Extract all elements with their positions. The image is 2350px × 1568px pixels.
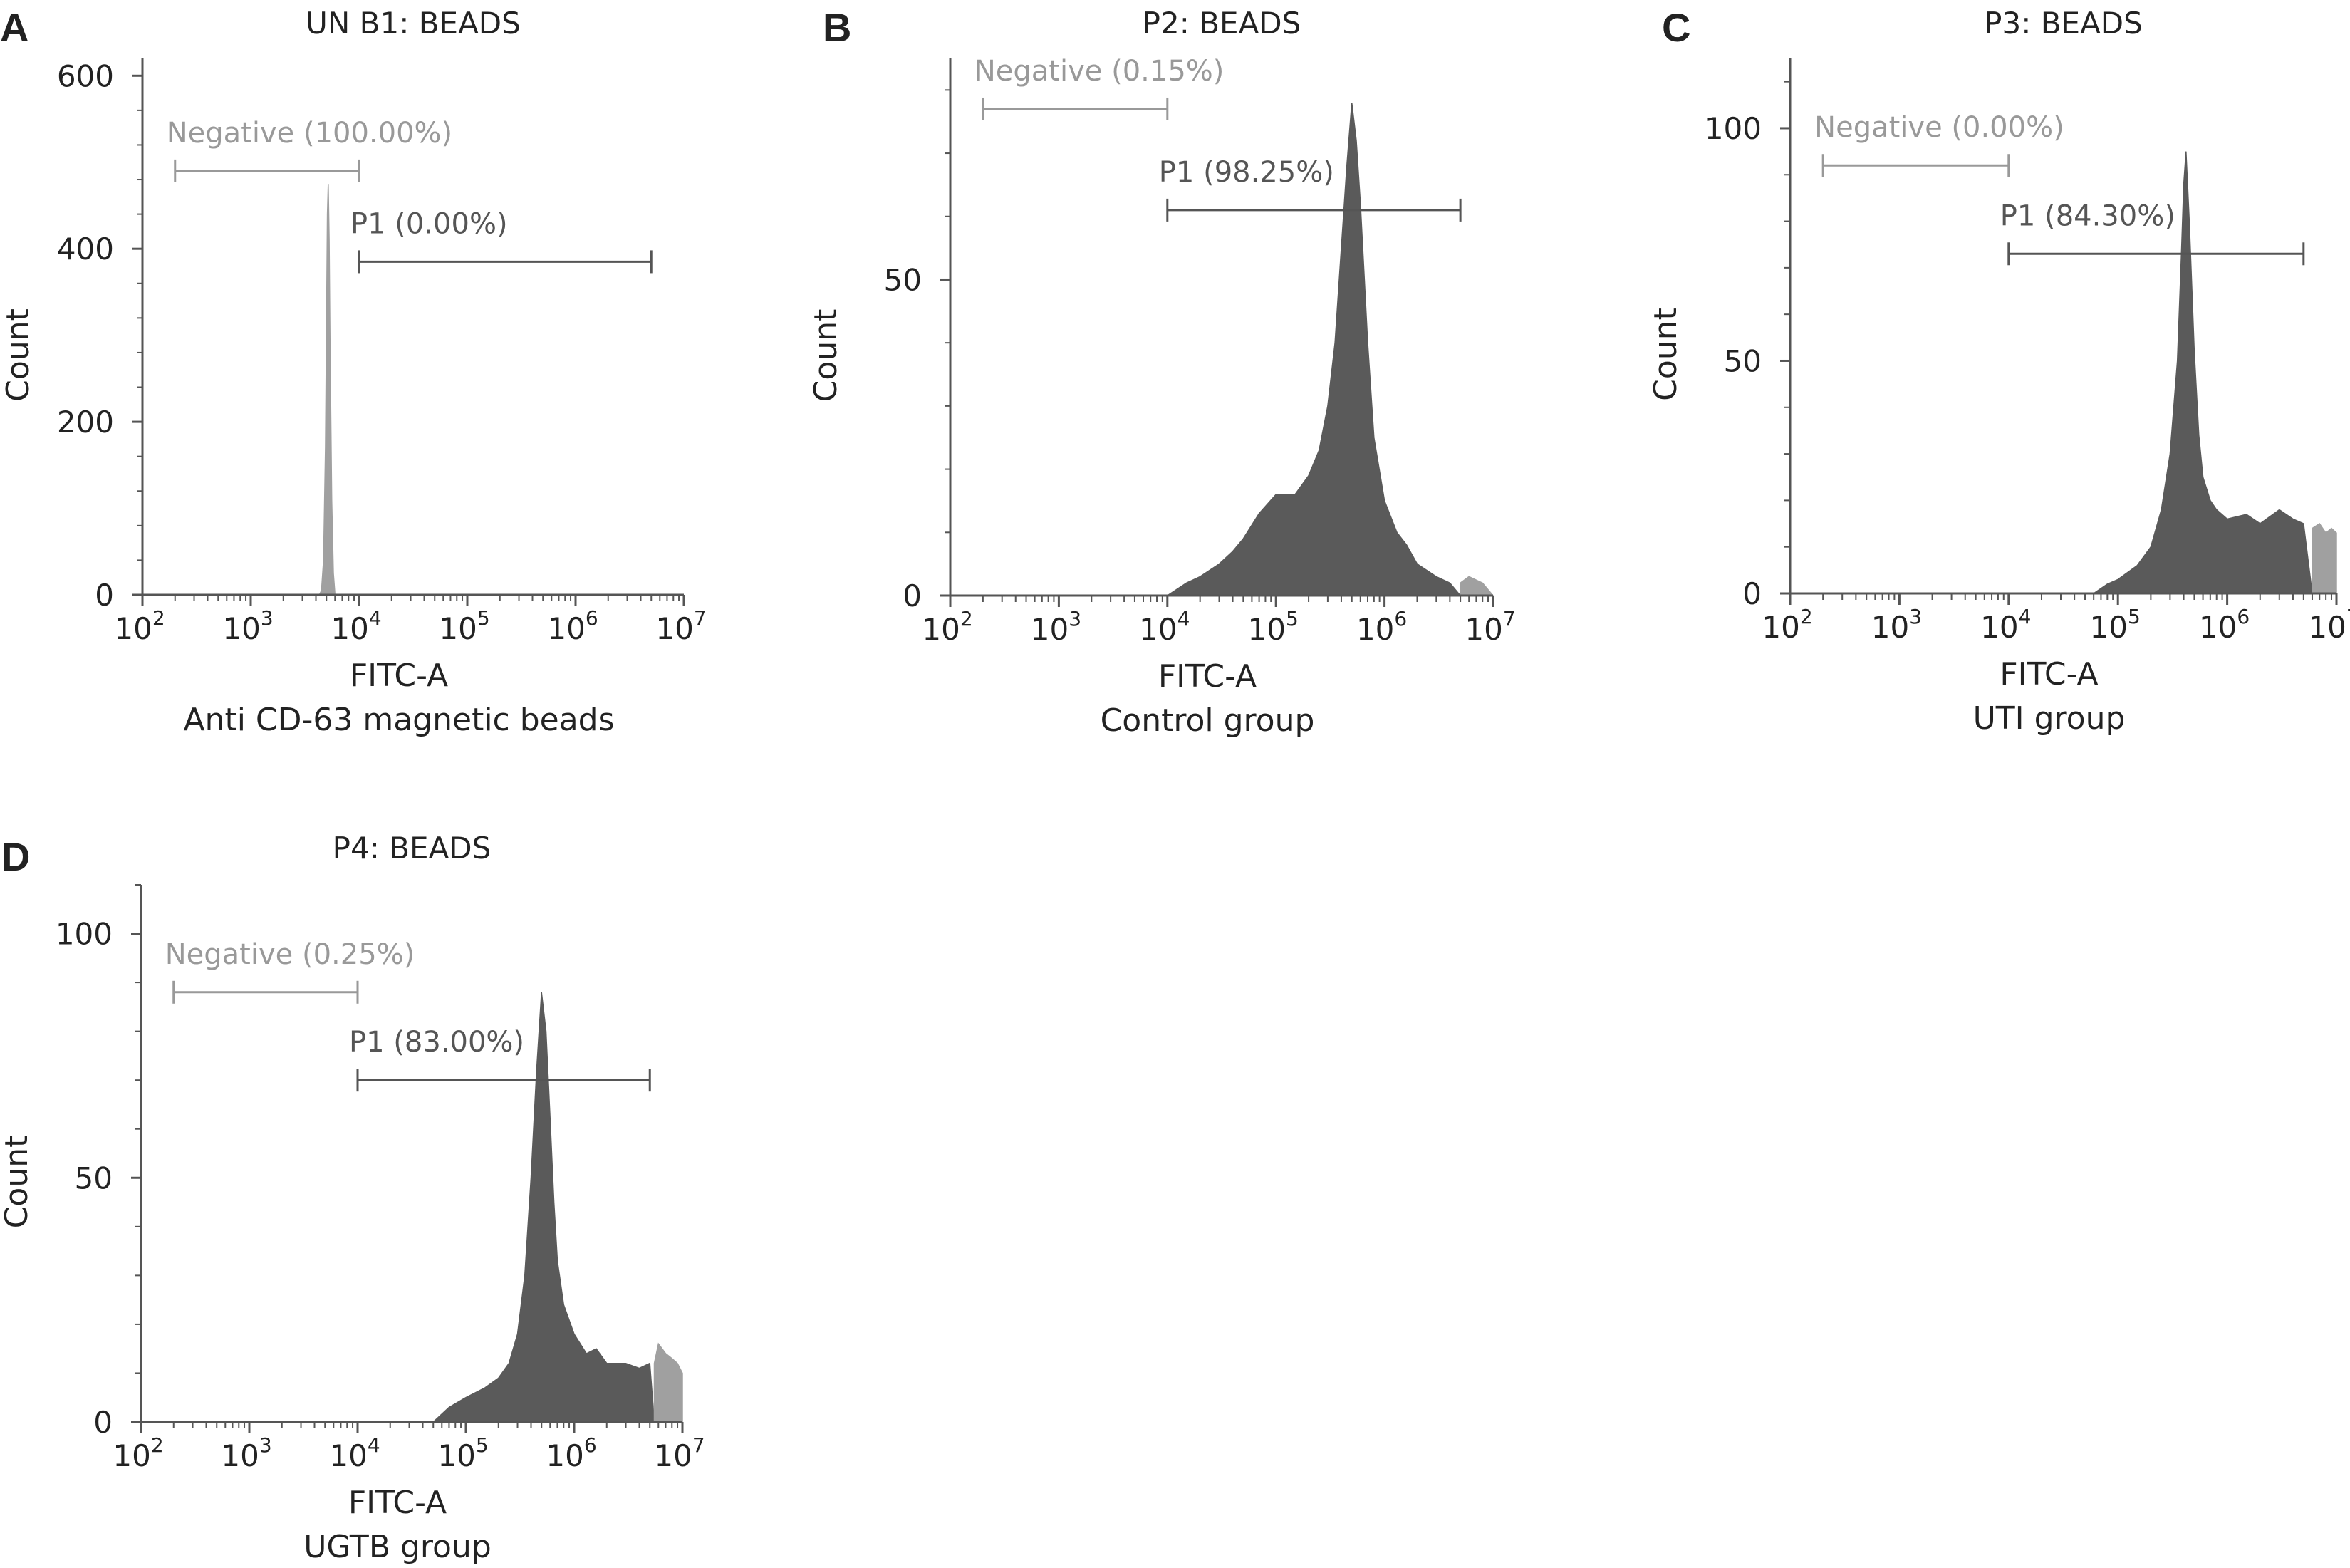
y-tick-label: 0: [903, 578, 922, 613]
gate-negative: Negative (0.00%): [1814, 111, 2064, 177]
gate-p1: P1 (83.00%): [349, 1026, 651, 1092]
histogram-series-0: [2091, 151, 2313, 594]
panel-letter: B: [823, 5, 851, 50]
y-tick-label: 600: [57, 58, 114, 93]
x-tick-label: 105: [437, 1433, 488, 1473]
histogram-series-0: [432, 992, 655, 1423]
x-tick-label: 107: [1465, 607, 1515, 647]
chart-title: P2: BEADS: [1143, 6, 1301, 41]
chart-title: P3: BEADS: [1984, 6, 2143, 41]
gate-p1: P1 (98.25%): [1159, 156, 1462, 222]
panel-letter: C: [1662, 5, 1690, 50]
histogram-series-1: [653, 1342, 683, 1423]
y-tick-label: 100: [1705, 111, 1762, 146]
gate-negative: Negative (100.00%): [167, 117, 452, 182]
gate-p1: P1 (0.00%): [350, 207, 653, 274]
x-axis-label: FITC-A: [348, 1485, 447, 1521]
x-axis-sublabel: UTI group: [1973, 700, 2126, 737]
chart-title: UN B1: BEADS: [306, 6, 521, 41]
panel-b: B P2: BEADS 0 50 102 103 104 105 106 107 Negative …: [808, 5, 1516, 739]
gate-label: P1 (84.30%): [2000, 199, 2175, 232]
y-axis-label: Count: [0, 1136, 35, 1229]
panel-a: A UN B1: BEADS 0 200 400 600 102 103 104 105 106 10…: [0, 5, 707, 738]
y-axis-label: Count: [0, 308, 36, 402]
x-axis-label: FITC-A: [1158, 658, 1257, 695]
histogram-series: [1165, 103, 1494, 596]
x-tick-label: 103: [222, 606, 273, 646]
x-tick-label: 103: [1871, 605, 1922, 645]
y-tick-label: 0: [1742, 576, 1762, 611]
y-axis-label: Count: [1648, 308, 1684, 401]
gate-negative: Negative (0.25%): [165, 938, 415, 1004]
gate-label: P1 (98.25%): [1159, 156, 1334, 189]
gate-label: Negative (100.00%): [167, 117, 452, 150]
x-tick-label: 105: [439, 606, 489, 646]
gate-label: Negative (0.25%): [165, 938, 415, 971]
x-tick-label: 102: [113, 1433, 163, 1473]
histogram-series: [318, 184, 336, 596]
panel-letter: D: [1, 834, 30, 879]
gate-label: P1 (83.00%): [349, 1026, 524, 1059]
x-axis-sublabel: Anti CD-63 magnetic beads: [183, 702, 614, 738]
y-tick-label: 400: [57, 232, 114, 266]
x-tick-label: 104: [331, 606, 381, 646]
x-tick-label: 103: [1031, 607, 1081, 647]
x-tick-label: 103: [221, 1433, 271, 1473]
x-tick-label: 102: [114, 606, 165, 646]
x-tick-label: 104: [1980, 605, 2031, 645]
x-axis-sublabel: Control group: [1101, 702, 1315, 739]
x-tick-label: 106: [1356, 607, 1407, 647]
histogram-series: [432, 992, 683, 1423]
histogram-series: [2091, 151, 2337, 594]
panel-c: C P3: BEADS 0 50 100 102 103 104 105 106 107 Negati…: [1648, 5, 2350, 737]
histogram-series-1: [2312, 522, 2337, 594]
gate-label: Negative (0.15%): [974, 55, 1225, 88]
y-tick-label: 50: [75, 1161, 113, 1195]
gate-p1: P1 (84.30%): [2000, 199, 2305, 266]
gate-label: P1 (0.00%): [350, 207, 508, 240]
x-tick-label: 104: [329, 1433, 380, 1473]
x-tick-label: 105: [2090, 605, 2141, 645]
x-tick-label: 107: [654, 1433, 705, 1473]
x-tick-label: 102: [1762, 605, 1812, 645]
histogram-series-0: [318, 184, 336, 596]
x-axis-label: FITC-A: [350, 658, 448, 694]
y-tick-label: 50: [1724, 343, 1762, 378]
y-tick-label: 100: [56, 917, 113, 952]
histogram-series-1: [1460, 576, 1494, 596]
x-tick-label: 106: [547, 606, 598, 646]
x-tick-label: 106: [2199, 605, 2250, 645]
y-tick-label: 0: [93, 1405, 113, 1440]
y-tick-label: 200: [57, 405, 114, 440]
y-tick-label: 0: [95, 578, 114, 613]
y-tick-label: 50: [884, 262, 922, 297]
chart-title: P4: BEADS: [333, 831, 492, 866]
x-tick-label: 104: [1139, 607, 1190, 647]
x-tick-label: 107: [2308, 605, 2350, 645]
x-tick-label: 106: [546, 1433, 596, 1473]
histogram-series-0: [1165, 103, 1462, 596]
panel-letter: A: [0, 5, 28, 50]
panel-d: D P4: BEADS 0 50 100 102 103 104 105 106 107 Negati…: [0, 831, 705, 1565]
x-tick-label: 107: [655, 606, 706, 646]
gate-label: Negative (0.00%): [1814, 111, 2064, 144]
x-tick-label: 105: [1248, 607, 1299, 647]
x-axis-sublabel: UGTB group: [303, 1529, 492, 1565]
x-tick-label: 102: [922, 607, 972, 647]
gate-negative: Negative (0.15%): [974, 55, 1225, 120]
y-axis-label: Count: [808, 309, 844, 403]
x-axis-label: FITC-A: [2000, 656, 2098, 692]
